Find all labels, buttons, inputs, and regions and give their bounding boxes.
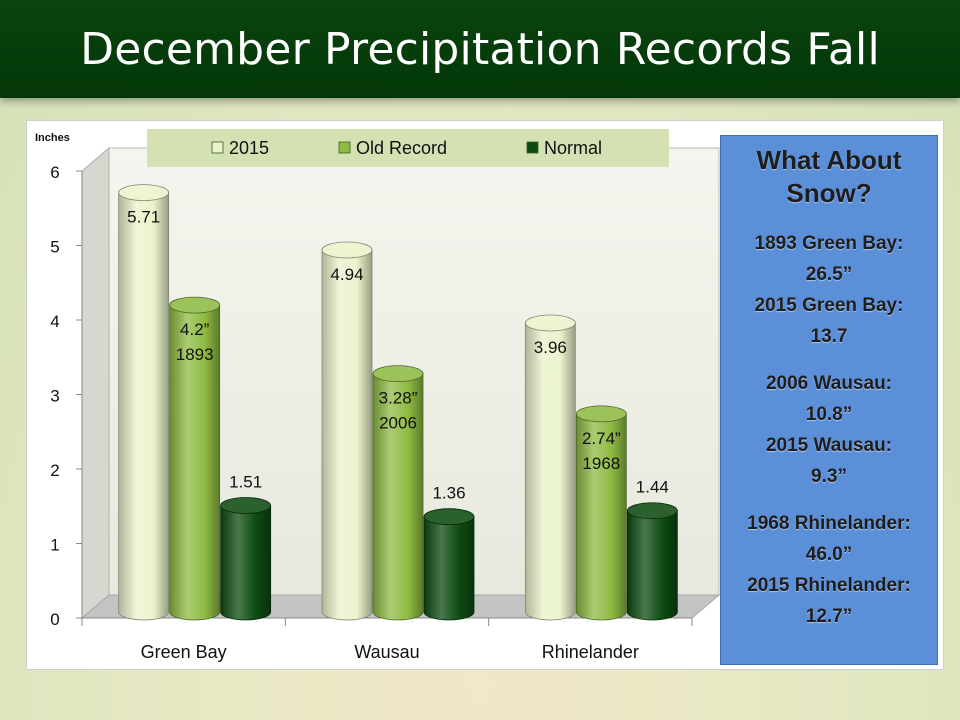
bar-body [372, 373, 424, 621]
y-tick-label: 1 [50, 536, 59, 555]
legend-background [147, 129, 669, 167]
snow-group-wausau: 2006 Wausau: 10.8” 2015 Wausau: 9.3” [725, 368, 933, 492]
bar-old-record [575, 405, 627, 621]
bar-2015 [321, 241, 373, 621]
snow-line: 2015 Rhinelander: [747, 575, 911, 596]
bar-normal [220, 497, 272, 621]
data-label: 3.28” [379, 389, 418, 408]
bar-old-record [372, 365, 424, 621]
bar-normal [423, 508, 475, 621]
data-label: 4.2” [180, 320, 210, 339]
bar-2015 [524, 314, 576, 621]
category-label: Rhinelander [542, 642, 639, 662]
bar-body [575, 413, 627, 621]
bar-top [626, 502, 678, 520]
y-tick-label: 5 [50, 238, 59, 257]
legend-swatch [211, 141, 224, 154]
data-label: 1968 [582, 454, 620, 473]
snow-title-line: Snow? [786, 178, 872, 208]
snow-line: 26.5” [805, 264, 853, 285]
data-label: 1.44 [636, 478, 669, 497]
legend-label: Normal [544, 138, 602, 158]
bar-body [169, 304, 221, 621]
data-label: 4.94 [330, 265, 363, 284]
bar-top [575, 405, 627, 423]
snow-line: 2006 Wausau: [765, 373, 892, 394]
bar-body [321, 249, 373, 621]
snow-line: 13.7 [810, 326, 848, 347]
snow-group-green-bay: 1893 Green Bay: 26.5” 2015 Green Bay: 13… [725, 228, 933, 352]
bar-top [321, 241, 373, 259]
data-label: 3.96 [534, 338, 567, 357]
snow-line: 12.7” [805, 606, 853, 627]
precipitation-chart: 0 1 2 3 4 5 6 Inches Green Bay Wausau Rhinelander 5… [35, 129, 721, 662]
snow-line: 1968 Rhinelander: [747, 513, 911, 534]
category-label: Wausau [354, 642, 419, 662]
y-tick-label: 3 [50, 387, 59, 406]
bar-body [118, 192, 170, 621]
snow-line: 10.8” [805, 404, 853, 425]
data-label: 1893 [176, 345, 214, 364]
bar-old-record [169, 296, 221, 621]
data-label: 5.71 [127, 208, 160, 227]
legend-label: 2015 [229, 138, 269, 158]
legend-swatch [526, 141, 539, 154]
snow-group-rhinelander: 1968 Rhinelander: 46.0” 2015 Rhinelander… [725, 508, 933, 632]
data-label: 2.74” [582, 429, 621, 448]
snow-line: 2015 Green Bay: [754, 295, 904, 316]
bar-top [169, 296, 221, 314]
snow-line: 2015 Wausau: [765, 435, 892, 456]
bar-top [423, 508, 475, 526]
snow-title-line: What About [756, 145, 902, 175]
data-label: 1.36 [432, 484, 465, 503]
y-tick-label: 2 [50, 461, 59, 480]
snow-line: 46.0” [805, 544, 853, 565]
bar-body [524, 322, 576, 621]
bar-top [372, 365, 424, 383]
title-bar: December Precipitation Records Fall [0, 0, 960, 98]
y-tick-label: 0 [50, 610, 59, 629]
snow-line: 1893 Green Bay: [754, 233, 904, 254]
bar-body [220, 505, 272, 621]
y-tick-label: 6 [50, 163, 59, 182]
y-tick-label: 4 [50, 312, 59, 331]
snow-info-box: What About Snow? 1893 Green Bay: 26.5” 2… [720, 135, 938, 665]
bar-2015 [118, 184, 170, 621]
chart-side-wall [81, 146, 110, 620]
snow-line: 9.3” [811, 466, 847, 487]
bar-top [524, 314, 576, 332]
data-label: 2006 [379, 414, 417, 433]
legend-swatch [338, 141, 351, 154]
y-axis-label: Inches [35, 132, 70, 144]
bar-normal [626, 502, 678, 621]
bar-top [118, 184, 170, 202]
bar-body [423, 516, 475, 621]
slide-title: December Precipitation Records Fall [80, 23, 880, 75]
chart-legend: 2015 Old Record Normal [147, 129, 669, 167]
category-label: Green Bay [141, 642, 227, 662]
legend-label: Old Record [356, 138, 447, 158]
data-label: 1.51 [229, 473, 262, 492]
bar-top [220, 497, 272, 514]
bar-body [626, 510, 678, 621]
snow-box-title: What About Snow? [725, 144, 933, 210]
